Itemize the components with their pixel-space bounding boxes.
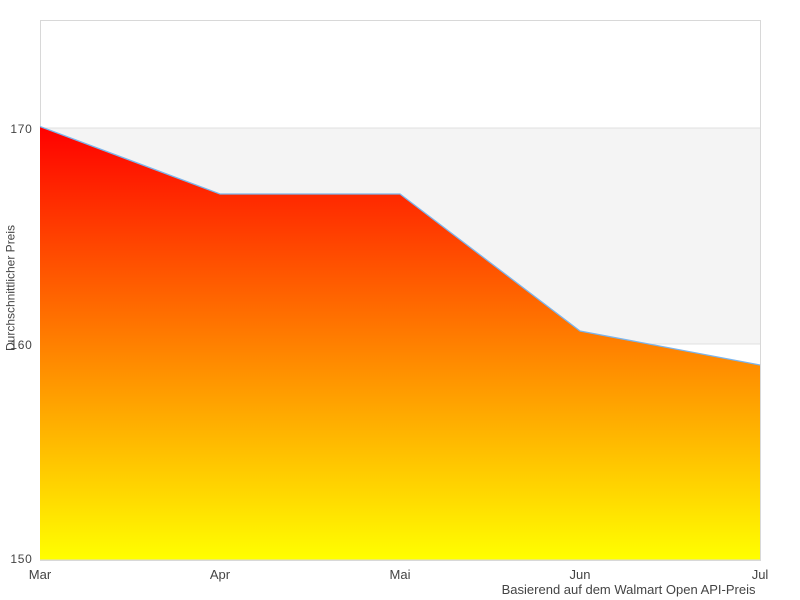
svg-text:170: 170: [10, 122, 32, 136]
svg-text:150: 150: [10, 552, 32, 566]
svg-text:Mai: Mai: [390, 567, 411, 582]
svg-text:Durchschnittlicher Preis: Durchschnittlicher Preis: [4, 225, 18, 351]
svg-text:Jun: Jun: [570, 567, 591, 582]
svg-text:160: 160: [10, 338, 32, 352]
svg-text:Basierend auf dem Walmart Open: Basierend auf dem Walmart Open API-Preis: [502, 582, 756, 597]
svg-text:Mar: Mar: [29, 567, 52, 582]
svg-text:Apr: Apr: [210, 567, 231, 582]
svg-text:Jul: Jul: [752, 567, 769, 582]
